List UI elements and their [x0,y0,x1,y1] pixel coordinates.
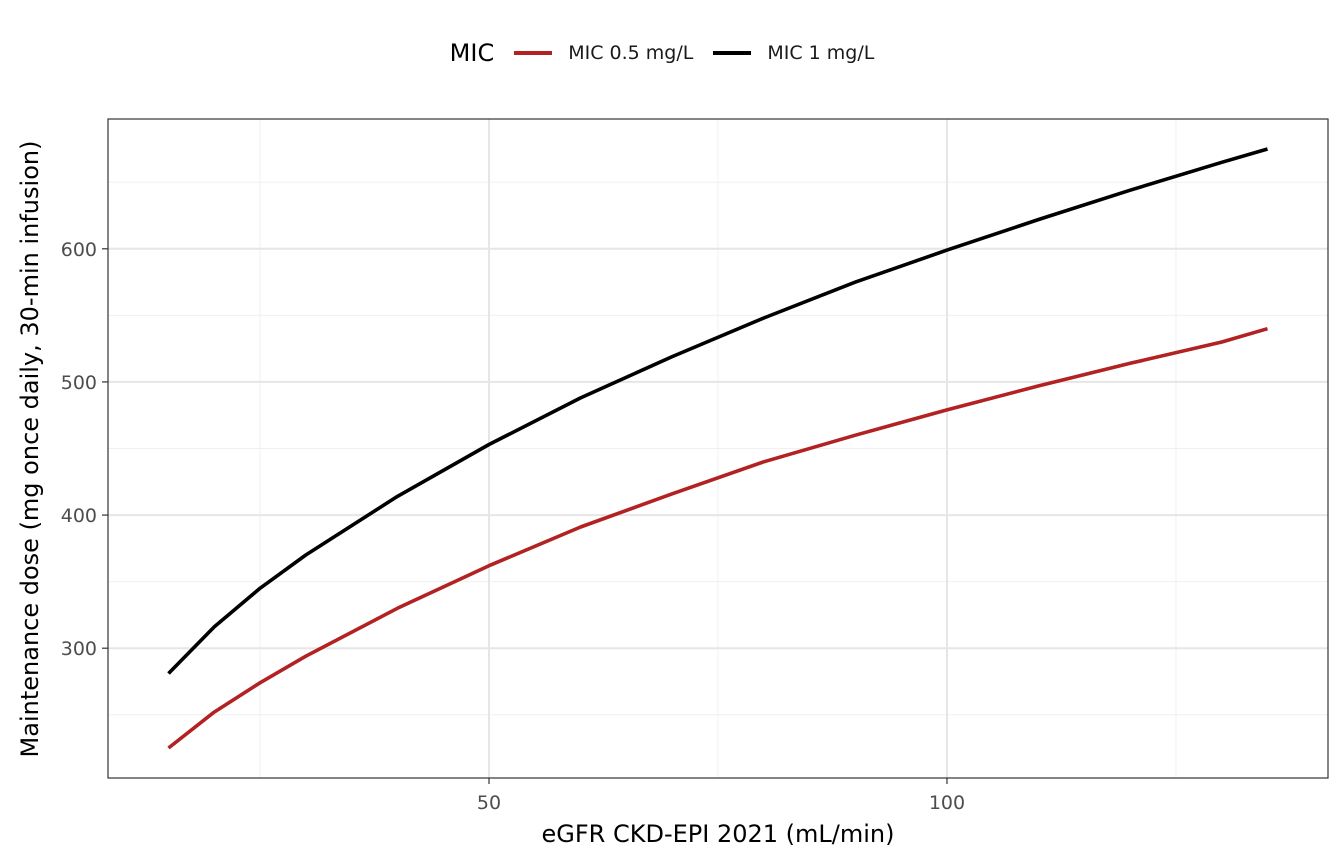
y-tick-label: 300 [61,638,97,660]
y-tick-label: 500 [61,372,97,394]
grid-minor [108,119,1328,778]
legend-item-mic-0-5: MIC 0.5 mg/L [514,42,693,64]
series-line-1 [167,147,1269,675]
y-tick-label: 600 [61,239,97,261]
legend-label: MIC 0.5 mg/L [568,42,694,64]
legend-key-red-line [514,51,553,55]
axis-ticks: 50 100 300 400 500 600 [61,239,965,814]
series-line-0 [167,326,1269,750]
series-layer [167,147,1269,750]
x-tick-label: 50 [477,792,501,814]
grid-major [108,119,1328,778]
x-tick-label: 100 [929,792,965,814]
panel-border [107,118,1329,779]
y-tick-label: 400 [61,505,97,527]
legend-title: MIC [449,39,495,67]
y-axis-label: Maintenance dose (mg once daily, 30-min … [16,141,44,758]
legend-item-mic-1: MIC 1 mg/L [713,42,874,64]
legend: MIC MIC 0.5 mg/L MIC 1 mg/L [0,30,1344,76]
x-axis-label: eGFR CKD-EPI 2021 (mL/min) [542,820,895,848]
legend-key-black-line [713,51,752,55]
legend-label: MIC 1 mg/L [767,42,875,64]
